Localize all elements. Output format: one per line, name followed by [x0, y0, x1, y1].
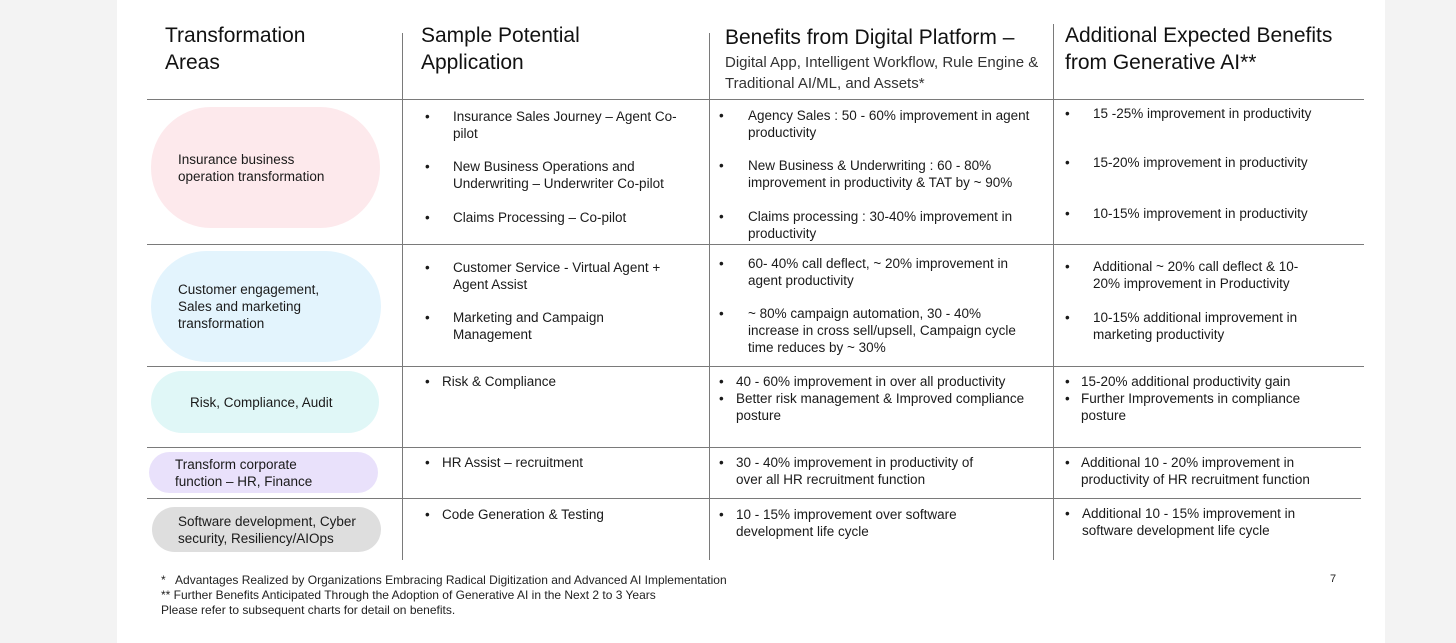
list-item: • Better risk management & Improved compl…: [719, 391, 1025, 423]
header-digital-platform-benefits: Benefits from Digital Platform –: [725, 26, 1015, 49]
area-label: Customer engagement, Sales and marketing…: [178, 282, 320, 331]
area-label: Risk, Compliance, Audit: [190, 394, 333, 410]
column-divider: [709, 33, 710, 560]
list-item: • Marketing and Campaign Management: [425, 310, 604, 342]
list-item: • 10-15% improvement in productivity: [1065, 206, 1308, 221]
header-transformation-areas: Transformation Areas: [165, 24, 306, 74]
header-generative-ai-benefits: Additional Expected Benefits from Genera…: [1065, 24, 1333, 74]
area-pill-insurance-operations: Insurance business operation transformat…: [151, 107, 380, 228]
list-item: • 15-20% additional productivity gain: [1065, 374, 1291, 389]
area-pill-risk-compliance: Risk, Compliance, Audit: [151, 371, 379, 433]
area-pill-corporate-function: Transform corporate function – HR, Finan…: [149, 452, 378, 493]
list-item: • Code Generation & Testing: [425, 507, 604, 522]
column-divider: [402, 33, 403, 560]
list-item: • Insurance Sales Journey – Agent Co- pil…: [425, 109, 677, 141]
footnote-refer-charts: Please refer to subsequent charts for de…: [161, 603, 456, 617]
list-item: • 15-20% improvement in productivity: [1065, 155, 1308, 170]
header-digital-platform-subtitle: Digital App, Intelligent Workflow, Rule …: [725, 54, 1039, 92]
list-item: • Further Improvements in compliance post…: [1065, 391, 1301, 423]
list-item: • 30 - 40% improvement in productivity of…: [719, 455, 974, 487]
list-item: • Agency Sales : 50 - 60% improvement in …: [719, 108, 1030, 140]
list-item: • 15 -25% improvement in productivity: [1065, 106, 1312, 121]
list-item: • New Business Operations and Underwritin…: [425, 159, 664, 191]
list-item: • Customer Service - Virtual Agent + Agen…: [425, 260, 661, 292]
list-item: • Risk & Compliance: [425, 374, 557, 389]
footnote-generative-ai: ** Further Benefits Anticipated Through …: [161, 588, 656, 602]
list-item: • Claims Processing – Co-pilot: [425, 210, 627, 225]
row-divider: [147, 447, 1361, 448]
area-label: Insurance business operation transformat…: [178, 151, 325, 184]
row-divider: [147, 498, 1361, 499]
list-item: • 60- 40% call deflect, ~ 20% improvement…: [719, 256, 1009, 288]
area-pill-customer-engagement: Customer engagement, Sales and marketing…: [151, 251, 381, 362]
header-sample-application: Sample Potential Application: [421, 24, 580, 74]
column-divider: [1053, 24, 1054, 560]
area-label: Software development, Cyber security, Re…: [178, 513, 356, 546]
list-item: • Additional 10 - 15% improvement in soft…: [1065, 506, 1296, 538]
area-pill-software-development: Software development, Cyber security, Re…: [152, 507, 381, 552]
area-label: Transform corporate function – HR, Finan…: [175, 456, 313, 489]
list-item: • Additional ~ 20% call deflect & 10- 20%…: [1065, 259, 1299, 291]
list-item: • 40 - 60% improvement in over all produc…: [719, 374, 1006, 389]
list-item: • Claims processing : 30-40% improvement …: [719, 209, 1013, 241]
list-item: • 10 - 15% improvement over software deve…: [719, 507, 957, 539]
list-item: • Additional 10 - 20% improvement in prod…: [1065, 455, 1310, 487]
row-divider: [147, 244, 1364, 245]
row-divider: [147, 366, 1364, 367]
list-item: • 10-15% additional improvement in market…: [1065, 310, 1298, 342]
header-divider: [147, 99, 1364, 100]
footnote-digital-platform: * Advantages Realized by Organizations E…: [161, 573, 727, 587]
list-item: • HR Assist – recruitment: [425, 455, 584, 470]
page-number: 7: [1330, 573, 1337, 585]
list-item: • New Business & Underwriting : 60 - 80% …: [719, 158, 1013, 190]
list-item: • ~ 80% campaign automation, 30 - 40% inc…: [719, 306, 1016, 355]
